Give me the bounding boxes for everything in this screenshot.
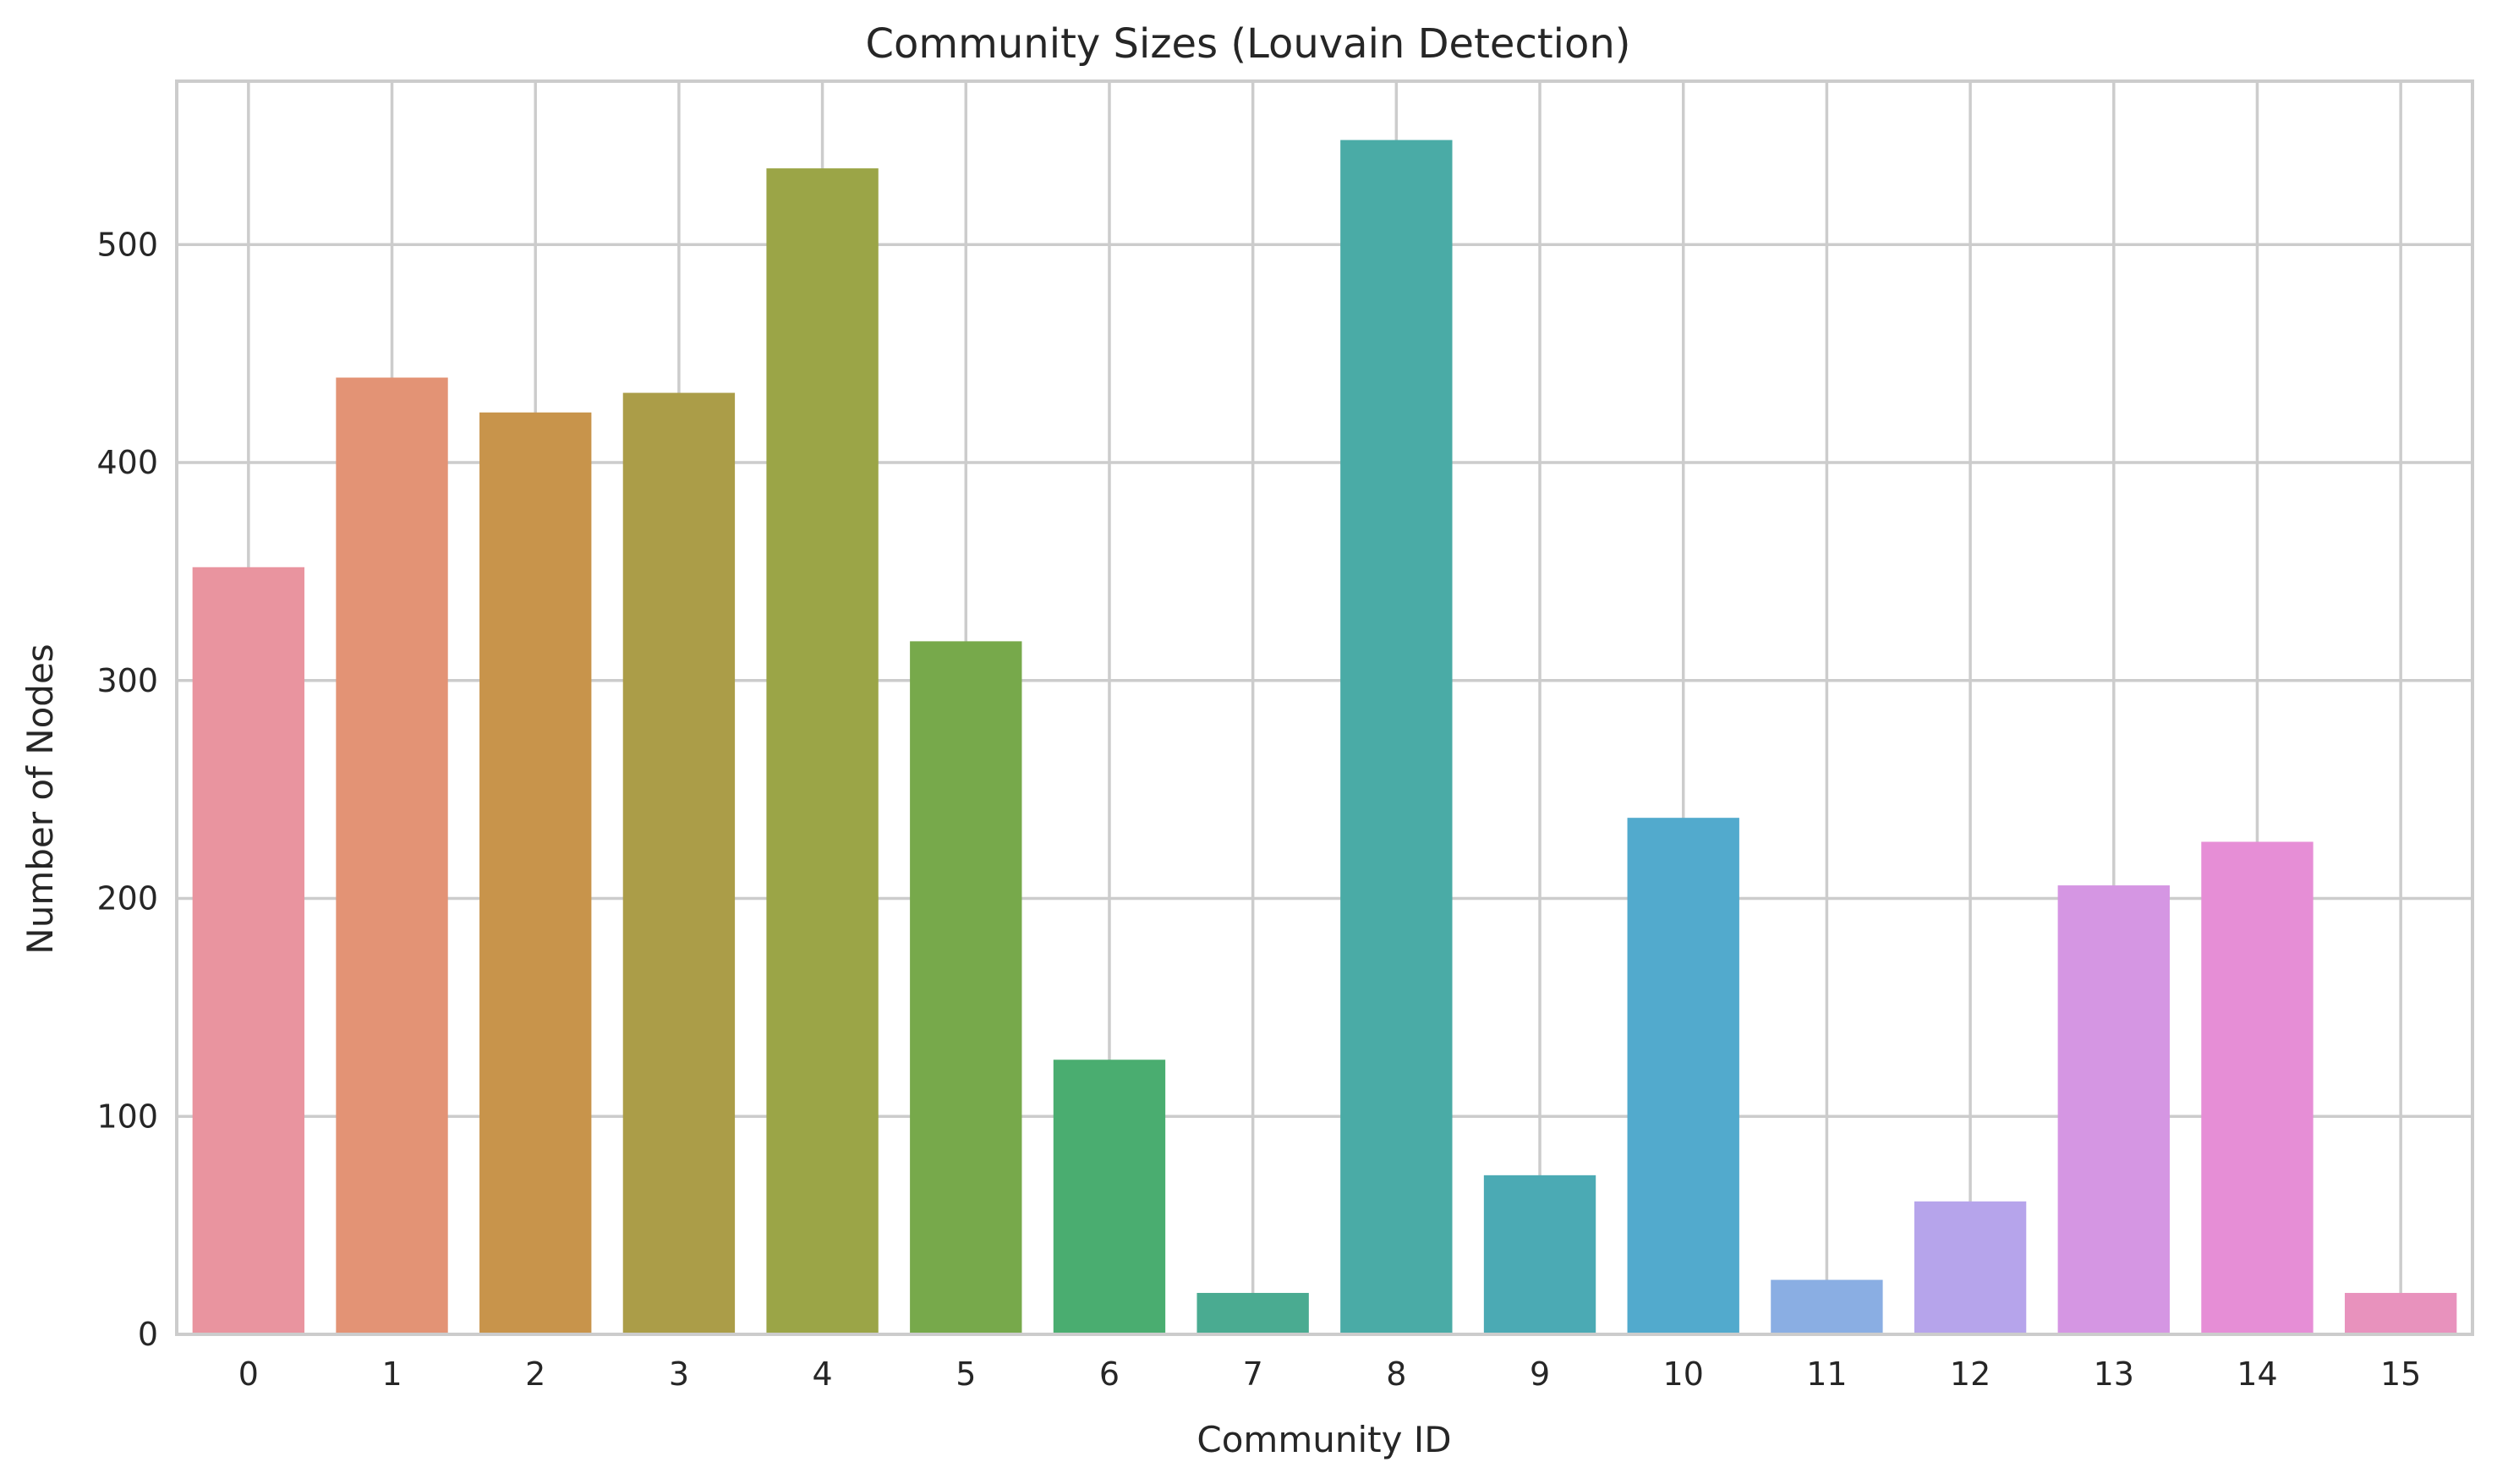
bar-community-12	[1914, 1201, 2027, 1334]
y-tick-label: 500	[96, 226, 158, 263]
x-tick-label: 8	[1386, 1355, 1406, 1393]
x-tick-label: 9	[1530, 1355, 1550, 1393]
bar-community-4	[766, 168, 879, 1334]
bars	[192, 140, 2457, 1335]
y-tick-labels: 0 100 200 300 400 500	[96, 226, 158, 1353]
x-tick-label: 3	[669, 1355, 689, 1393]
x-axis-label: Community ID	[1196, 1419, 1451, 1460]
bar-community-6	[1053, 1060, 1166, 1334]
x-tick-label: 0	[238, 1355, 259, 1393]
x-tick-label: 15	[2380, 1355, 2421, 1393]
x-tick-label: 11	[1806, 1355, 1847, 1393]
bar-community-5	[910, 641, 1022, 1334]
x-tick-label: 2	[525, 1355, 545, 1393]
bar-community-14	[2201, 841, 2314, 1334]
bar-community-7	[1196, 1293, 1309, 1334]
bar-community-8	[1340, 140, 1453, 1334]
y-tick-label: 400	[96, 444, 158, 481]
x-tick-label: 14	[2237, 1355, 2277, 1393]
bar-community-0	[192, 567, 305, 1334]
x-tick-labels: 0 1 2 3 4 5 6 7 8 9 10 11 12 13 14 15	[238, 1355, 2422, 1393]
x-tick-label: 12	[1950, 1355, 1990, 1393]
bar-community-2	[479, 412, 592, 1335]
bar-community-10	[1627, 818, 1739, 1334]
plot-frame	[175, 79, 2474, 1336]
chart-title: Community Sizes (Louvain Detection)	[865, 20, 1630, 68]
x-tick-label: 10	[1663, 1355, 1704, 1393]
x-tick-label: 13	[2094, 1355, 2134, 1393]
y-axis-label: Number of Nodes	[19, 643, 61, 954]
x-tick-label: 4	[813, 1355, 833, 1393]
y-tick-label: 300	[96, 662, 158, 699]
x-tick-label: 7	[1243, 1355, 1263, 1393]
x-tick-label: 1	[381, 1355, 402, 1393]
bar-community-9	[1483, 1175, 1596, 1334]
x-tick-label: 6	[1099, 1355, 1120, 1393]
y-tick-label: 200	[96, 880, 158, 917]
y-tick-label: 100	[96, 1098, 158, 1135]
bar-community-11	[1771, 1279, 1883, 1334]
bar-community-13	[2057, 885, 2170, 1334]
bar-community-1	[336, 377, 448, 1335]
bar-community-15	[2344, 1293, 2457, 1334]
bar-community-3	[622, 392, 736, 1335]
y-tick-label: 0	[138, 1316, 158, 1353]
x-tick-label: 5	[956, 1355, 976, 1393]
